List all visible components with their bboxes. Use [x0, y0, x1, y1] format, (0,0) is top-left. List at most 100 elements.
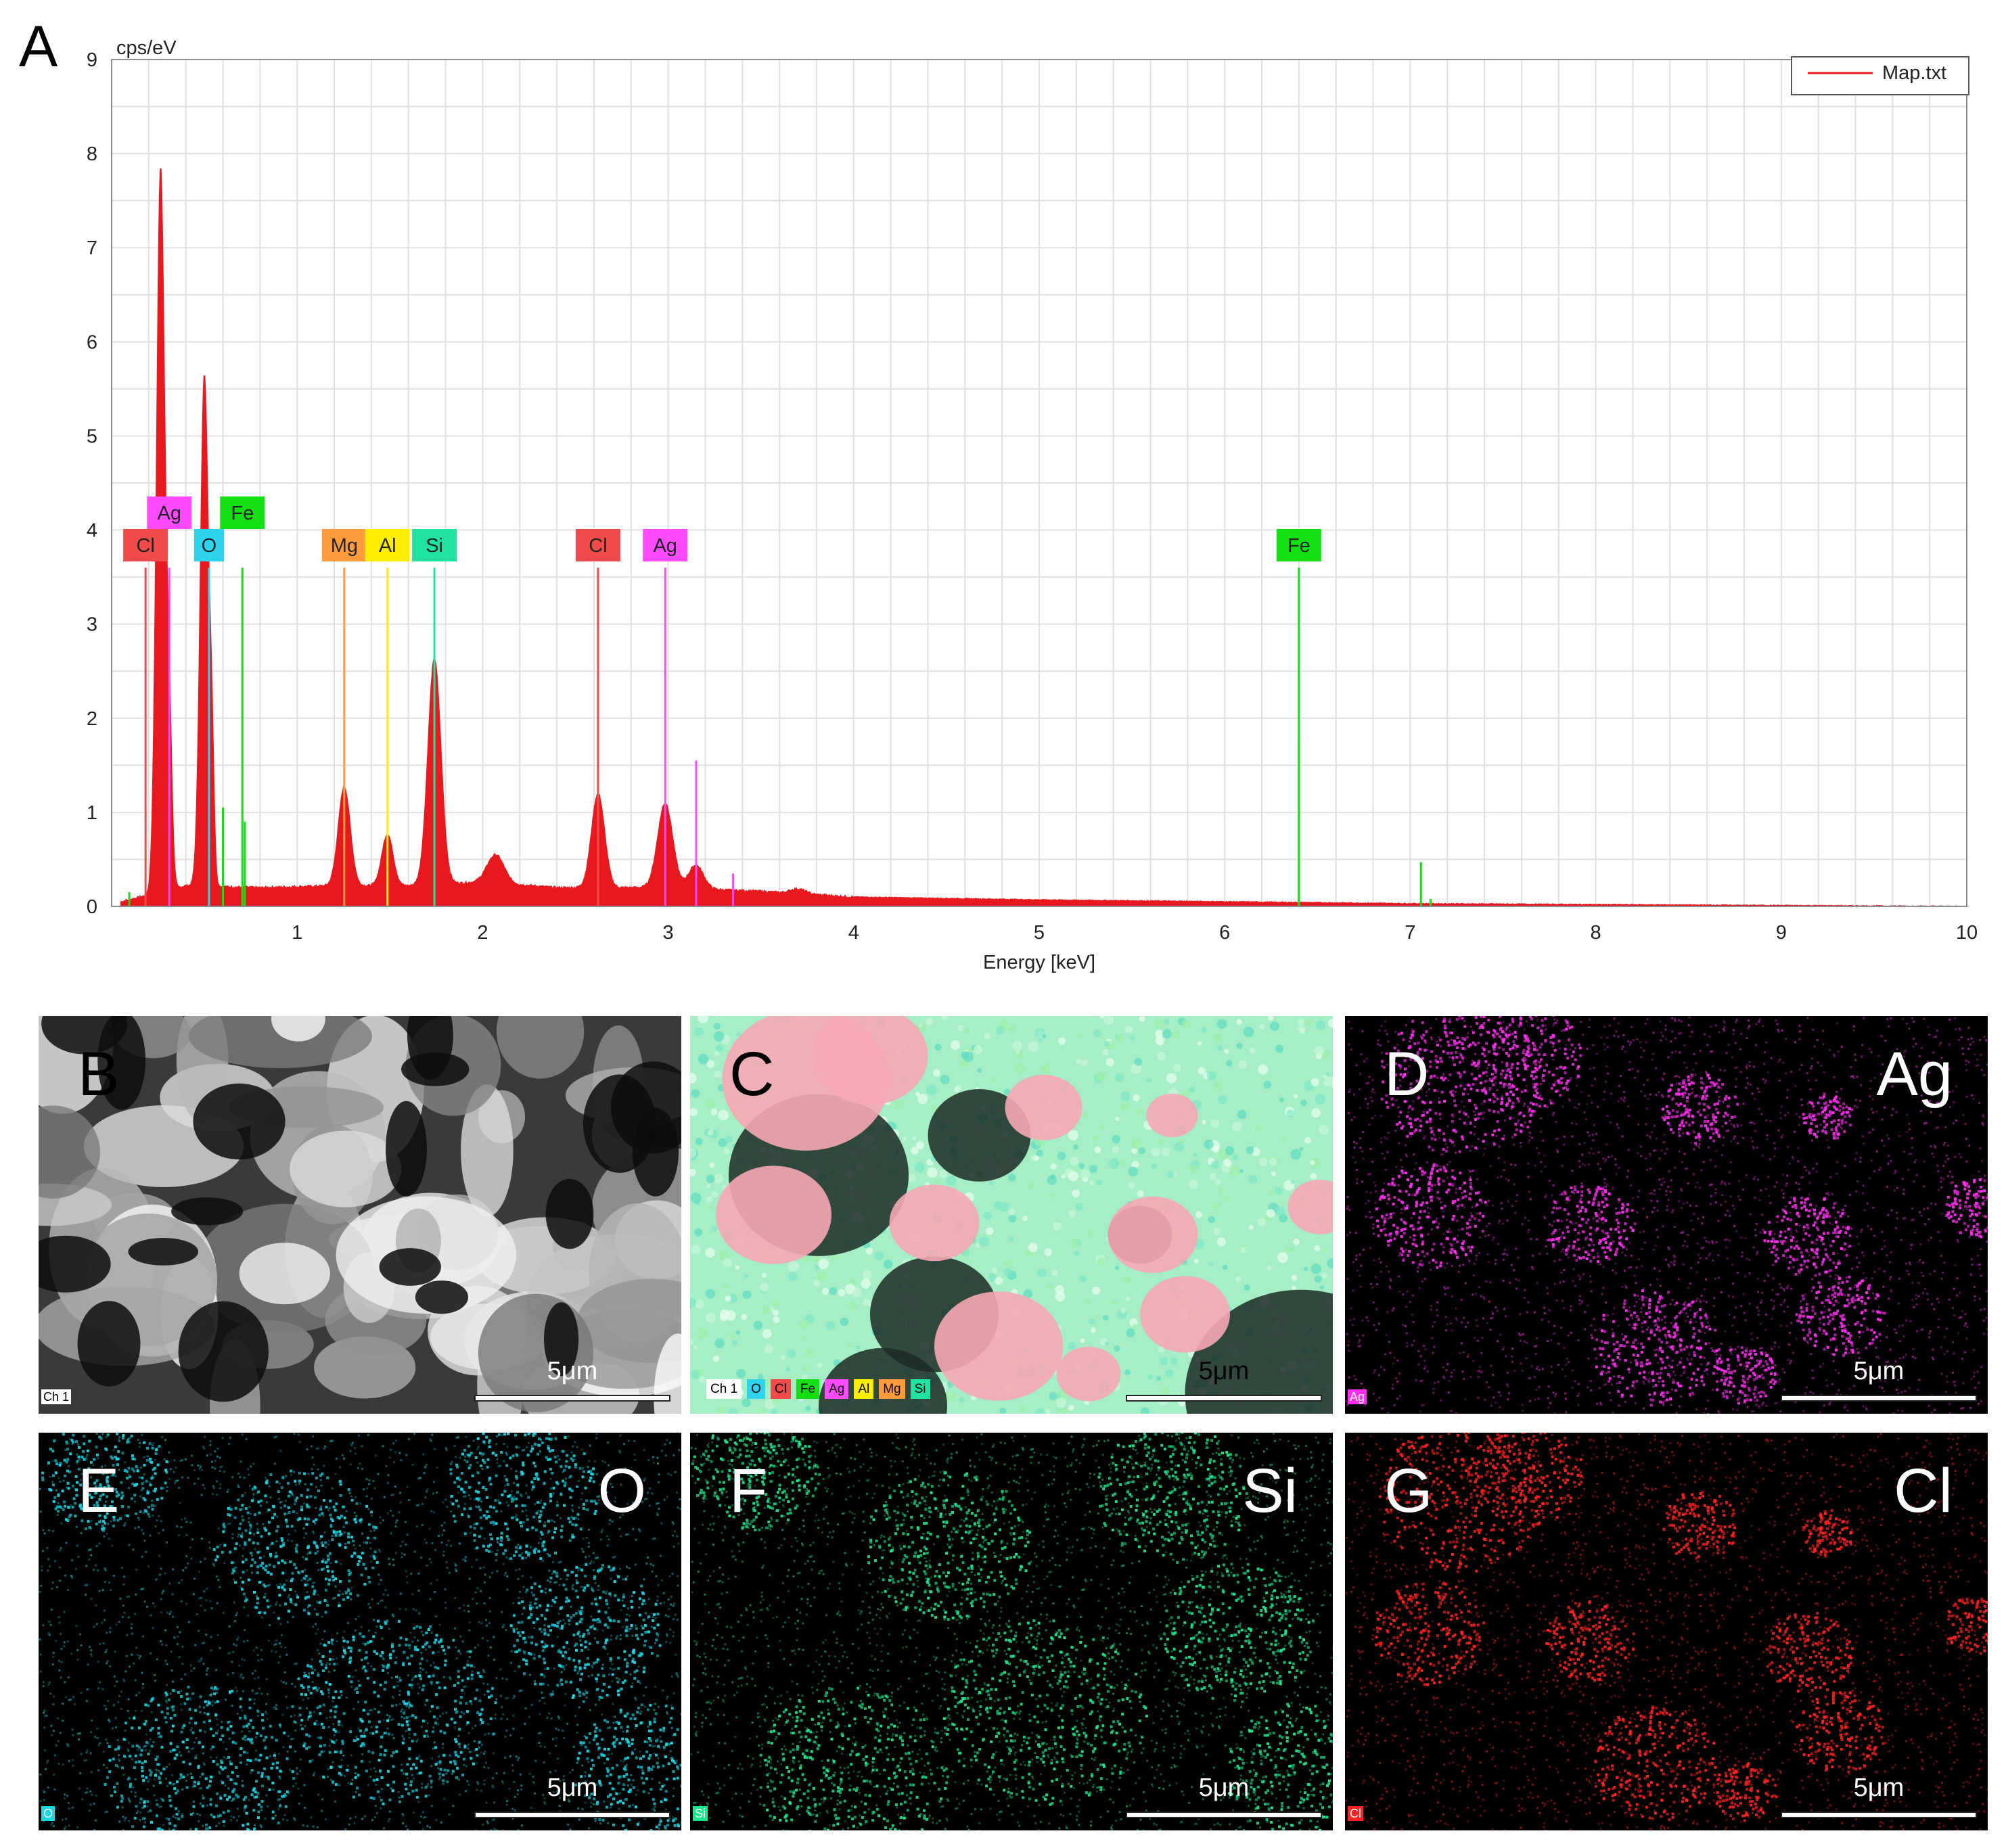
map-noise-pixel [1503, 1308, 1505, 1310]
map-noise-pixel [1518, 1025, 1521, 1028]
map-signal-pixel [1523, 1063, 1526, 1066]
map-noise-pixel [1693, 1131, 1695, 1134]
map-noise-pixel [1781, 1368, 1784, 1370]
map-signal-pixel [1421, 1240, 1425, 1243]
map-noise-pixel [1531, 1266, 1534, 1268]
map-noise-pixel [1714, 1316, 1716, 1318]
map-noise-pixel [1928, 1404, 1930, 1407]
map-noise-pixel [1648, 1377, 1651, 1380]
map-noise-pixel [1758, 1406, 1761, 1409]
map-noise-pixel [1953, 1314, 1956, 1316]
map-signal-pixel [1455, 1056, 1459, 1059]
map-noise-pixel [1710, 1195, 1712, 1197]
map-noise-pixel [1524, 1121, 1527, 1124]
map-noise-pixel [1478, 1065, 1480, 1068]
map-signal-pixel [1603, 1251, 1607, 1254]
map-signal-pixel [1502, 1038, 1505, 1042]
overlay-speckle [1125, 1296, 1131, 1301]
map-signal-pixel [1677, 1104, 1681, 1107]
map-noise-pixel [1658, 1157, 1661, 1160]
map-signal-pixel [1520, 1130, 1523, 1133]
map-noise-pixel [1913, 1161, 1916, 1163]
map-noise-pixel [1822, 1332, 1825, 1335]
overlay-speckle [762, 1329, 772, 1339]
map-noise-pixel [1958, 1191, 1961, 1193]
map-noise-pixel [1485, 1181, 1488, 1184]
map-signal-pixel [1580, 1206, 1584, 1209]
map-signal-pixel [1400, 1200, 1403, 1203]
map-noise-pixel [1804, 1165, 1806, 1168]
map-noise-pixel [1923, 1122, 1926, 1125]
map-noise-pixel [1861, 1228, 1863, 1231]
map-signal-pixel [1474, 1043, 1477, 1046]
map-noise-pixel [1723, 1022, 1726, 1025]
overlay-legend-chip: Cl [770, 1379, 791, 1399]
map-noise-pixel [1641, 1248, 1643, 1251]
map-noise-pixel [1786, 1088, 1789, 1091]
map-signal-pixel [1538, 1061, 1541, 1064]
map-signal-pixel [1397, 1174, 1400, 1178]
map-noise-pixel [1386, 1137, 1389, 1140]
overlay-speckle [946, 1176, 957, 1186]
map-noise-pixel [1534, 1164, 1536, 1167]
map-noise-pixel [1919, 1258, 1921, 1261]
map-noise-pixel [1942, 1165, 1945, 1168]
map-noise-pixel [1922, 1292, 1925, 1295]
overlay-legend: Ch 1 O Cl Fe Ag Al Mg Si [706, 1379, 930, 1399]
map-signal-pixel [1825, 1123, 1829, 1126]
map-noise-pixel [1715, 1150, 1718, 1153]
map-signal-pixel [1603, 1237, 1607, 1241]
overlay-speckle [1112, 1135, 1121, 1144]
map-noise-pixel [1547, 1292, 1549, 1295]
map-noise-pixel [1588, 1094, 1591, 1097]
map-noise-pixel [1644, 1094, 1647, 1097]
map-noise-pixel [1886, 1254, 1888, 1257]
map-noise-pixel [1951, 1341, 1954, 1343]
map-noise-pixel [1392, 1307, 1395, 1310]
map-noise-pixel [1683, 1372, 1685, 1375]
map-noise-pixel [1985, 1039, 1988, 1042]
map-noise-pixel [1884, 1040, 1887, 1042]
map-noise-pixel [1525, 1058, 1528, 1061]
map-noise-pixel [1510, 1264, 1513, 1266]
map-noise-pixel [1673, 1260, 1676, 1263]
map-noise-pixel [1455, 1308, 1457, 1310]
map-noise-pixel [1495, 1259, 1497, 1262]
overlay-speckle [1072, 1189, 1080, 1198]
map-signal-pixel [1482, 1071, 1485, 1075]
map-signal-pixel [1409, 1082, 1413, 1086]
map-signal-pixel [1432, 1149, 1435, 1152]
map-signal-pixel [1574, 1188, 1577, 1191]
map-noise-pixel [1383, 1368, 1386, 1371]
map-signal-pixel [1606, 1246, 1610, 1249]
map-signal-pixel [1400, 1253, 1404, 1257]
map-noise-pixel [1426, 1161, 1428, 1163]
overlay-speckle [1275, 1044, 1283, 1053]
map-noise-pixel [1707, 1085, 1710, 1088]
map-noise-pixel [1524, 1340, 1526, 1343]
map-noise-pixel [1703, 1370, 1706, 1372]
map-noise-pixel [1640, 1056, 1643, 1059]
map-noise-pixel [1497, 1053, 1500, 1055]
map-noise-pixel [1911, 1281, 1914, 1284]
map-noise-pixel [1889, 1076, 1892, 1079]
map-noise-pixel [1468, 1169, 1471, 1172]
map-noise-pixel [1670, 1261, 1672, 1264]
map-signal-pixel [1524, 1053, 1528, 1056]
map-noise-pixel [1870, 1108, 1873, 1111]
map-noise-pixel [1597, 1151, 1600, 1153]
map-noise-pixel [1695, 1205, 1697, 1207]
map-noise-pixel [1532, 1062, 1535, 1065]
map-noise-pixel [1733, 1137, 1735, 1140]
map-signal-pixel [1457, 1071, 1461, 1075]
map-noise-pixel [1399, 1084, 1402, 1087]
map-signal-pixel [1690, 1081, 1693, 1084]
map-signal-pixel [1494, 1042, 1497, 1046]
map-noise-pixel [1560, 1271, 1563, 1274]
map-noise-pixel [1489, 1329, 1492, 1331]
map-noise-pixel [1765, 1041, 1768, 1044]
map-noise-pixel [1880, 1073, 1883, 1076]
overlay-speckle [802, 1335, 808, 1341]
map-noise-pixel [1544, 1312, 1547, 1314]
overlay-speckle [772, 1299, 780, 1307]
